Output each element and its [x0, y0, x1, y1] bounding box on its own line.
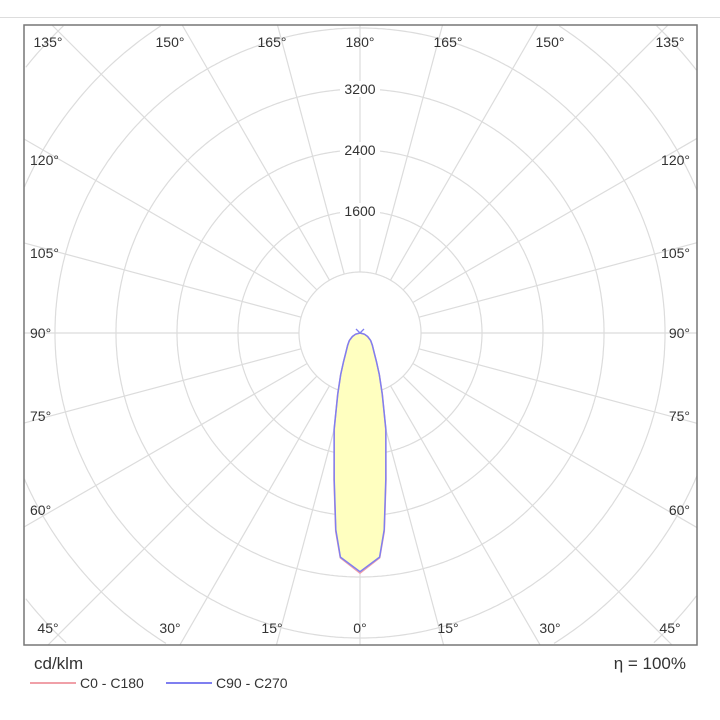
angle-label: 165° — [258, 34, 287, 50]
grid-spoke — [179, 385, 331, 646]
grid-spoke — [412, 137, 698, 304]
radial-tick-label: 2400 — [344, 142, 375, 158]
grid-spoke — [275, 391, 345, 646]
label-bg — [340, 142, 380, 158]
label-bg — [340, 203, 380, 219]
beam-fill — [334, 333, 386, 572]
grid-spoke — [23, 348, 302, 424]
grid-spoke — [375, 24, 444, 275]
legend-label: C90 - C270 — [216, 675, 288, 691]
angle-label: 165° — [434, 34, 463, 50]
angle-label: 75° — [669, 408, 690, 424]
radial-tick-label: 3200 — [344, 81, 375, 97]
grid-spoke — [402, 375, 673, 646]
top-divider — [0, 17, 720, 18]
angle-label: 180° — [346, 34, 375, 50]
polar-intensity-chart: 1600 2400 3200 135° 150° 165° 180° 165° 150° 135°… — [23, 24, 698, 646]
angle-label: 120° — [30, 152, 59, 168]
angle-label: 105° — [30, 245, 59, 261]
angle-label: 30° — [159, 620, 180, 636]
grid-spoke — [389, 24, 539, 281]
angle-label: 0° — [353, 620, 366, 636]
grid-spoke — [418, 242, 698, 318]
origin-mark — [355, 328, 365, 334]
grid-spoke — [47, 375, 318, 646]
radial-tick-label: 1600 — [344, 203, 375, 219]
angle-label: 120° — [661, 152, 690, 168]
angle-label: 90° — [30, 325, 51, 341]
grid-spoke — [51, 24, 318, 291]
angle-label: 75° — [30, 408, 51, 424]
legend-item-c90-c270: C90 - C270 — [166, 675, 288, 691]
legend-swatch — [166, 682, 212, 684]
label-bg — [340, 81, 380, 97]
grid-spoke — [375, 391, 445, 646]
angle-label: 60° — [669, 502, 690, 518]
angle-label: 15° — [437, 620, 458, 636]
grid-spoke — [276, 24, 345, 275]
legend-item-c0-c180: C0 - C180 — [30, 675, 144, 691]
angle-label: 135° — [34, 34, 63, 50]
angle-label: 30° — [539, 620, 560, 636]
angle-label: 45° — [37, 620, 58, 636]
angle-label: 90° — [669, 325, 690, 341]
grid-spoke — [418, 348, 698, 424]
grid — [23, 24, 698, 646]
series-curve-c90-c270 — [333, 332, 387, 573]
grid-spoke — [23, 138, 308, 304]
efficiency-label: η = 100% — [613, 654, 686, 673]
grid-spoke — [412, 362, 698, 529]
grid-spoke — [389, 385, 541, 646]
grid-ring — [25, 25, 697, 644]
grid-spoke — [23, 362, 308, 528]
legend-label: C0 - C180 — [80, 675, 144, 691]
angle-label: 135° — [656, 34, 685, 50]
angle-label: 150° — [536, 34, 565, 50]
angle-label: 150° — [156, 34, 185, 50]
legend-swatch — [30, 682, 76, 684]
angle-label: 15° — [261, 620, 282, 636]
unit-label: cd/klm — [34, 654, 84, 673]
grid-spoke — [181, 24, 331, 281]
angle-label: 45° — [659, 620, 680, 636]
angle-label: 60° — [30, 502, 51, 518]
plot-frame — [23, 24, 698, 646]
grid-spoke — [23, 242, 302, 318]
grid-spoke — [402, 24, 669, 291]
angle-label: 105° — [661, 245, 690, 261]
grid-ring — [23, 25, 698, 644]
